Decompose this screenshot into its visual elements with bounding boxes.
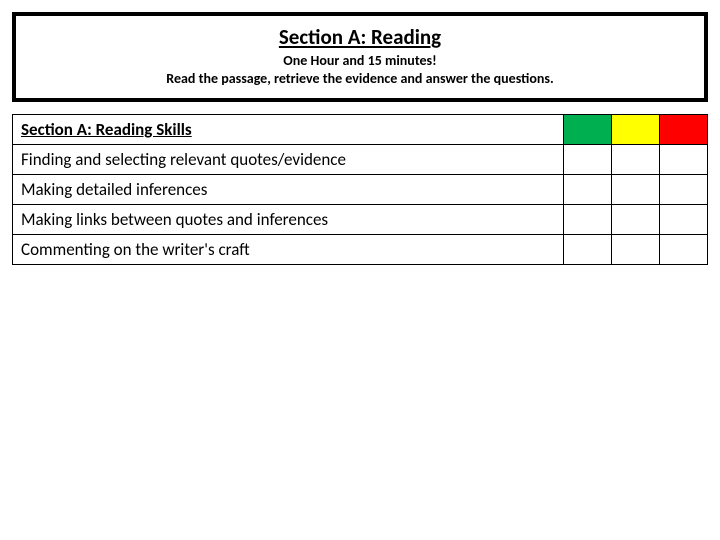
header-box: Section A: Reading One Hour and 15 minut… bbox=[12, 12, 708, 102]
header-subtitle-2: Read the passage, retrieve the evidence … bbox=[26, 70, 694, 88]
rag-cell-green bbox=[564, 235, 612, 265]
rag-cell-red bbox=[660, 145, 708, 175]
rag-cell-red bbox=[660, 205, 708, 235]
rag-header-red bbox=[660, 115, 708, 145]
rag-cell-yellow bbox=[612, 205, 660, 235]
table-header-label: Section A: Reading Skills bbox=[13, 115, 564, 145]
rag-cell-yellow bbox=[612, 145, 660, 175]
table-row: Making detailed inferences bbox=[13, 175, 708, 205]
rag-cell-green bbox=[564, 175, 612, 205]
table-header-row: Section A: Reading Skills bbox=[13, 115, 708, 145]
skill-cell: Making detailed inferences bbox=[13, 175, 564, 205]
rag-header-yellow bbox=[612, 115, 660, 145]
rag-cell-yellow bbox=[612, 235, 660, 265]
header-subtitle-1: One Hour and 15 minutes! bbox=[26, 52, 694, 70]
skill-cell: Finding and selecting relevant quotes/ev… bbox=[13, 145, 564, 175]
rag-cell-red bbox=[660, 175, 708, 205]
rag-cell-green bbox=[564, 145, 612, 175]
rag-cell-red bbox=[660, 235, 708, 265]
skills-table: Section A: Reading Skills Finding and se… bbox=[12, 114, 708, 265]
rag-header-green bbox=[564, 115, 612, 145]
rag-cell-green bbox=[564, 205, 612, 235]
skill-cell: Making links between quotes and inferenc… bbox=[13, 205, 564, 235]
skill-cell: Commenting on the writer's craft bbox=[13, 235, 564, 265]
table-row: Commenting on the writer's craft bbox=[13, 235, 708, 265]
header-title: Section A: Reading bbox=[26, 24, 694, 50]
table-row: Finding and selecting relevant quotes/ev… bbox=[13, 145, 708, 175]
rag-cell-yellow bbox=[612, 175, 660, 205]
table-row: Making links between quotes and inferenc… bbox=[13, 205, 708, 235]
